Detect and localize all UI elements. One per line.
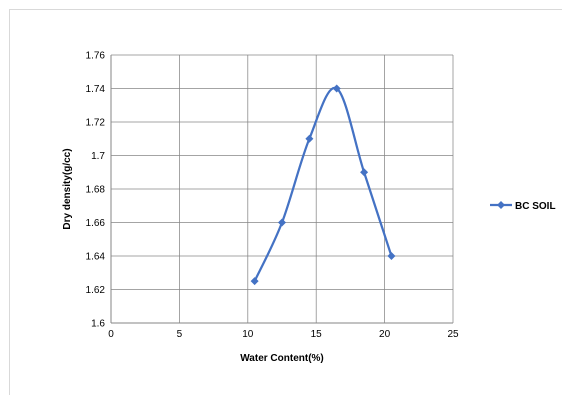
y-tick-label: 1.74 (86, 84, 106, 95)
data-point-marker (332, 84, 341, 93)
data-point-marker (250, 277, 259, 286)
x-axis-title: Water Content(%) (240, 353, 324, 364)
x-tick-label: 20 (379, 329, 391, 340)
gridlines (110, 54, 454, 324)
y-tick-label: 1.68 (86, 185, 106, 196)
data-point-marker (387, 252, 396, 260)
chart-frame (9, 9, 562, 395)
x-tick-labels: 0 5 10 15 20 25 (108, 329, 459, 340)
axes (110, 55, 453, 324)
data-point-marker (305, 134, 314, 143)
series-layer (250, 84, 396, 286)
x-tick-label: 0 (108, 329, 114, 340)
y-tick-label: 1.62 (86, 285, 106, 296)
y-tick-label: 1.66 (86, 218, 106, 229)
legend-marker (497, 201, 505, 209)
y-tick-labels: 1.6 1.62 1.64 1.66 1.68 1.7 1.72 1.74 1.76 (86, 51, 106, 330)
y-tick-label: 1.6 (91, 319, 105, 330)
x-tick-label: 15 (311, 329, 323, 340)
series-line (253, 86, 393, 282)
legend-label: BC SOIL (515, 201, 556, 212)
y-axis-title: Dry density(g/cc) (62, 148, 73, 229)
y-tick-label: 1.76 (86, 51, 106, 62)
data-point-marker (360, 168, 369, 177)
x-tick-label: 10 (242, 329, 254, 340)
legend: BC SOIL (490, 201, 556, 212)
y-tick-label: 1.64 (86, 252, 106, 263)
x-tick-label: 5 (177, 329, 183, 340)
data-point-marker (278, 218, 286, 227)
y-tick-label: 1.72 (86, 118, 106, 129)
x-tick-label: 25 (447, 329, 459, 340)
y-tick-label: 1.7 (91, 151, 105, 162)
